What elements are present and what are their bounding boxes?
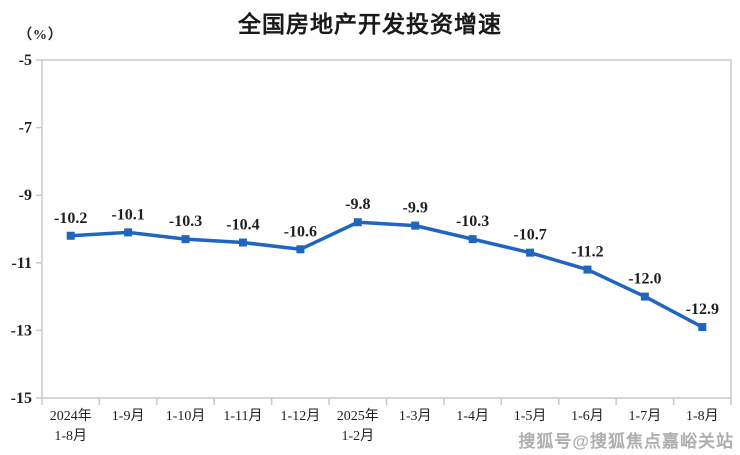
data-label: -9.9 — [403, 200, 428, 217]
x-tick-label: 1-9月 — [112, 408, 145, 424]
y-tick-label: -9 — [19, 187, 32, 204]
x-tick-label: 1-6月 — [571, 408, 604, 424]
y-axis-unit-label: （%） — [18, 28, 63, 43]
x-tick-label: 1-4月 — [456, 408, 489, 424]
data-point-marker — [698, 323, 707, 332]
data-point-marker — [66, 231, 75, 240]
data-point-marker — [640, 292, 649, 301]
x-tick-label: 1-8月 — [54, 428, 87, 444]
data-label: -11.2 — [571, 244, 603, 261]
data-label: -10.3 — [456, 213, 489, 230]
data-label: -10.1 — [111, 206, 144, 223]
x-tick-label: 1-2月 — [341, 428, 374, 444]
data-point-marker — [411, 221, 420, 230]
y-tick-label: -5 — [19, 52, 32, 69]
data-point-marker — [468, 235, 477, 244]
data-label: -10.7 — [513, 227, 546, 244]
x-tick-label: 1-5月 — [514, 408, 547, 424]
data-point-marker — [181, 235, 190, 244]
x-tick-label: 1-11月 — [223, 408, 262, 424]
chart-title: 全国房地产开发投资增速 — [238, 11, 502, 37]
data-point-marker — [124, 228, 133, 237]
data-label: -10.2 — [54, 210, 87, 227]
plot-border — [41, 59, 732, 399]
data-point-marker — [296, 245, 305, 254]
y-tick-label: -13 — [11, 322, 32, 339]
data-label: -12.0 — [628, 271, 661, 288]
data-label: -10.4 — [226, 217, 259, 234]
data-label: -9.8 — [345, 196, 370, 213]
data-label: -12.9 — [686, 301, 719, 318]
y-tick-label: -11 — [12, 255, 32, 272]
x-tick-label: 1-7月 — [629, 408, 662, 424]
data-point-marker — [238, 238, 247, 247]
chart-line — [68, 220, 705, 329]
data-point-marker — [583, 265, 592, 274]
data-label: -10.6 — [284, 223, 317, 240]
data-point-marker — [353, 218, 362, 227]
y-tick-label: -7 — [19, 120, 32, 137]
x-tick-label: 1-10月 — [166, 408, 206, 424]
x-tick-label: 2024年 — [50, 408, 92, 424]
x-tick-label: 1-3月 — [399, 408, 432, 424]
y-tick-label: -15 — [11, 390, 32, 407]
data-label: -10.3 — [169, 213, 202, 230]
watermark: 搜狐号@搜狐焦点嘉峪关站 — [518, 432, 734, 451]
x-tick-label: 1-8月 — [686, 408, 719, 424]
data-point-marker — [526, 248, 535, 257]
x-tick-label: 1-12月 — [281, 408, 321, 424]
x-tick-label: 2025年 — [337, 408, 379, 424]
